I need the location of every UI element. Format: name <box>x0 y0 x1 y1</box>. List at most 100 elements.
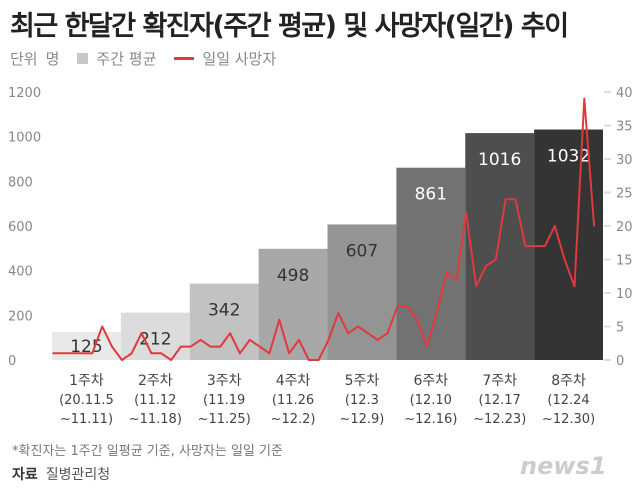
bar-legend-swatch <box>77 53 89 64</box>
line-point <box>514 198 517 200</box>
line-point <box>239 352 241 355</box>
line-point <box>593 225 595 227</box>
x-axis-label: 2주차 <box>138 373 173 389</box>
line-point <box>140 332 143 335</box>
news1-logo: news1 <box>520 452 607 480</box>
bar-legend-label: 주간 평균 <box>96 50 157 68</box>
line-point <box>573 285 576 288</box>
legend: 단위 명 주간 평균 일일 사망자 <box>10 48 276 69</box>
right-axis-tick: 40 <box>616 86 633 101</box>
chart-title: 최근 한달간 확진자(주간 평균) 및 사망자(일간) 추이 <box>10 11 569 42</box>
line-point <box>229 332 231 335</box>
line-point <box>544 245 546 247</box>
bar <box>52 332 121 360</box>
x-axis-label: 5주차 <box>345 373 380 389</box>
right-axis-tick: 25 <box>616 187 633 202</box>
chart-canvas: 0 200 400 600 800 1000 1200 0 5 10 15 20 25 30 35 40 125… <box>8 86 633 427</box>
line-point <box>52 352 54 355</box>
line-legend-label: 일일 사망자 <box>202 50 277 68</box>
left-axis-tick: 200 <box>8 309 33 324</box>
bar <box>258 248 328 360</box>
line-point <box>327 339 330 341</box>
line-point <box>130 352 133 355</box>
bar <box>396 167 466 360</box>
bar-value-label: 861 <box>415 185 447 205</box>
line-point <box>308 359 310 361</box>
bar-value-label: 125 <box>70 337 102 357</box>
x-axis-label: (11.19 <box>203 393 245 408</box>
line-point <box>160 352 163 355</box>
right-axis-tick: 35 <box>616 120 633 135</box>
line-point <box>91 352 94 355</box>
bar-value-label: 607 <box>346 241 378 261</box>
line-point <box>62 352 64 355</box>
bar-value-label: 1016 <box>478 150 521 170</box>
x-axis-label: ~12.16) <box>404 412 457 427</box>
line-point <box>445 272 448 274</box>
line-point <box>288 352 290 355</box>
x-axis-label: ~11.18) <box>129 412 182 427</box>
line-point <box>524 245 527 247</box>
line-point <box>357 325 359 328</box>
line-point <box>494 258 497 261</box>
line-point <box>347 332 349 335</box>
x-axis-label: 8주차 <box>551 373 586 389</box>
x-axis-label: (12.3 <box>345 393 379 408</box>
line-point <box>534 245 536 247</box>
line-point <box>268 352 271 355</box>
line-point <box>317 359 320 361</box>
left-axis-tick: 600 <box>8 220 33 235</box>
line-point <box>435 312 438 314</box>
x-axis-label: ~11.11) <box>60 412 113 427</box>
left-axis-tick: 1200 <box>8 86 41 101</box>
x-axis-label: (12.10 <box>410 393 452 408</box>
x-axis-label: (11.12 <box>134 393 176 408</box>
unit-label: 단위 <box>10 50 38 68</box>
line-point <box>553 225 556 227</box>
line-legend-swatch <box>174 57 195 60</box>
line-point <box>298 339 300 341</box>
line-point <box>101 325 103 328</box>
line-point <box>199 339 202 341</box>
line-point <box>465 211 468 214</box>
line-point <box>386 332 389 335</box>
right-axis-tick: 15 <box>616 254 633 269</box>
line-point <box>189 345 192 348</box>
line-point <box>278 319 281 321</box>
line-point <box>150 352 153 355</box>
line-point <box>209 345 212 348</box>
right-axis-tick: 30 <box>616 153 633 168</box>
line-point <box>416 319 418 321</box>
line-point <box>485 265 487 268</box>
bar-value-label: 1032 <box>547 147 590 167</box>
right-axis-tick: 10 <box>616 287 633 302</box>
bar <box>327 224 397 360</box>
line-point <box>504 198 507 200</box>
left-axis-tick: 1000 <box>8 131 41 146</box>
line-point <box>563 258 566 261</box>
daily-deaths-line <box>53 97 596 361</box>
line-point <box>258 345 261 348</box>
line-point <box>121 359 123 361</box>
left-axis-tick: 0 <box>8 354 16 369</box>
line-point <box>180 345 182 348</box>
source-value: 질병관리청 <box>45 467 111 483</box>
line-point <box>219 345 222 348</box>
footnote: *확진자는 1주간 일평균 기준, 사망자는 일일 기준 <box>12 444 283 459</box>
line-point <box>396 305 399 308</box>
x-axis-label: ~12.23) <box>473 412 526 427</box>
x-axis-label: 1주차 <box>69 373 104 389</box>
x-axis-label: (11.26 <box>272 393 314 408</box>
line-point <box>455 278 458 281</box>
line-point <box>367 332 369 335</box>
source-label: 자료 <box>12 467 38 483</box>
bar-value-label: 498 <box>277 266 309 286</box>
x-axis-label: 3주차 <box>207 373 242 389</box>
line-point <box>426 345 428 348</box>
right-axis-tick: 20 <box>616 220 633 235</box>
x-axis-label: (12.17 <box>479 393 521 408</box>
x-axis-label: 7주차 <box>482 373 517 389</box>
x-axis-label: ~12.30) <box>542 412 595 427</box>
source: 자료 질병관리청 <box>12 464 110 484</box>
line-point <box>583 97 586 100</box>
